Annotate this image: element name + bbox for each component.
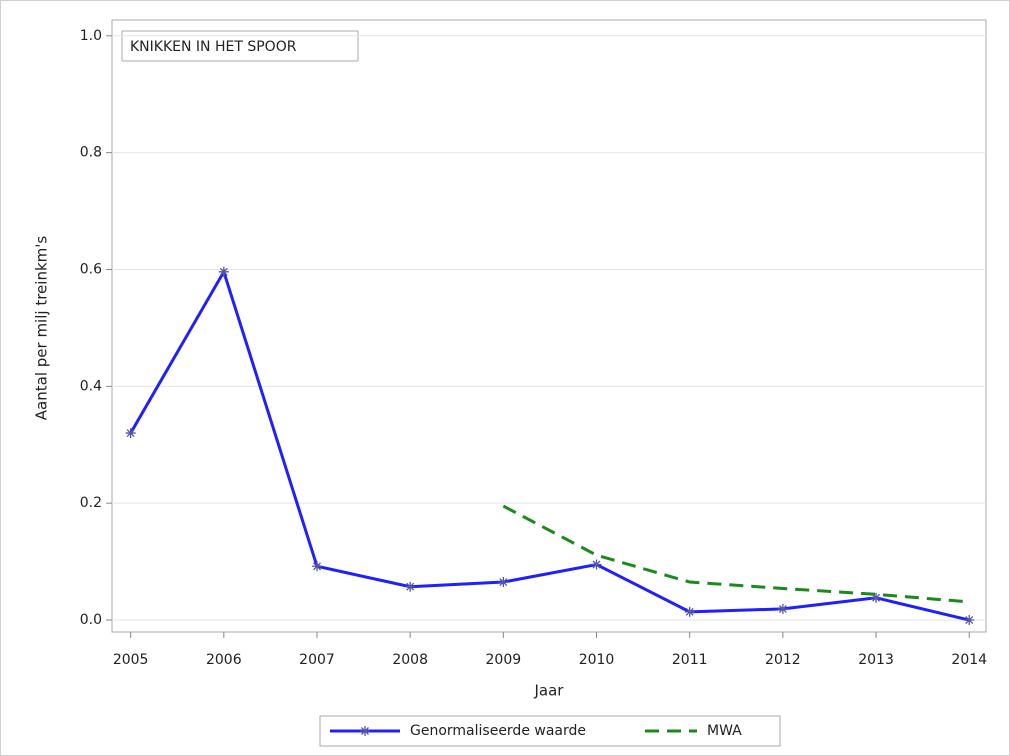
series-line	[502, 504, 970, 604]
y-tick-label: 0.6	[80, 261, 102, 277]
x-tick-label: 2010	[579, 652, 615, 668]
point-marker	[964, 615, 975, 626]
y-tick-label: 0.8	[80, 145, 102, 161]
y-tick-label: 0.2	[80, 495, 102, 511]
point-marker	[311, 561, 322, 572]
y-tick-label: 0.0	[80, 612, 102, 628]
y-tick-label: 1.0	[80, 28, 102, 44]
point-marker	[591, 559, 602, 570]
x-tick-label: 2006	[206, 652, 242, 668]
legend-label: MWA	[707, 723, 742, 739]
x-tick-label: 2009	[486, 652, 522, 668]
point-marker	[684, 606, 695, 617]
x-tick-label: 2014	[951, 652, 987, 668]
x-tick-label: 2012	[765, 652, 801, 668]
point-marker	[405, 581, 416, 592]
y-axis-label: Aantal per milj treinkm's	[33, 236, 51, 421]
point-marker	[871, 592, 882, 603]
x-tick-label: 2007	[299, 652, 335, 668]
y-tick-label: 0.4	[80, 378, 102, 394]
annotation: KNIKKEN IN HET SPOOR	[130, 39, 297, 55]
point-marker	[498, 577, 509, 588]
legend-label: Genormaliseerde waarde	[410, 723, 586, 739]
plot-frame	[111, 19, 987, 633]
point-marker	[777, 603, 788, 614]
x-axis-label: Jaar	[534, 682, 565, 700]
x-tick-label: 2005	[113, 652, 149, 668]
legend-marker	[360, 726, 370, 736]
x-tick-label: 2011	[672, 652, 708, 668]
point-marker	[125, 428, 136, 439]
x-tick-label: 2013	[858, 652, 894, 668]
x-tick-label: 2008	[392, 652, 428, 668]
series-line	[129, 268, 970, 622]
point-marker	[218, 266, 229, 277]
